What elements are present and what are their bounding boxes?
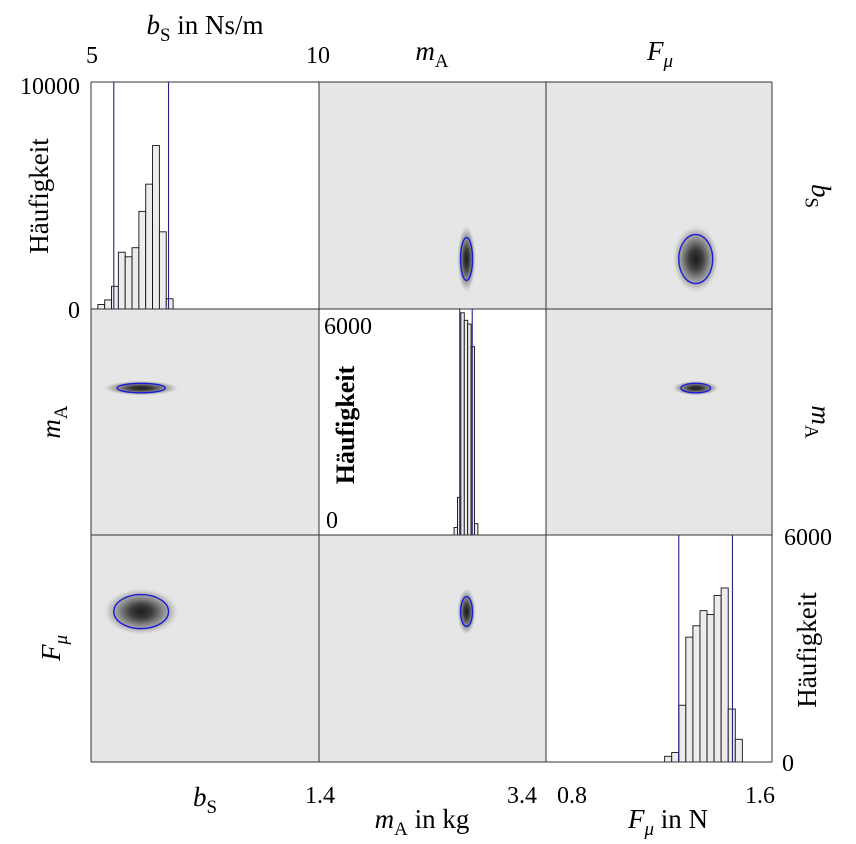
histogram-bar: [463, 319, 469, 536]
density-contour: [116, 382, 166, 394]
histogram-bar: [671, 752, 680, 763]
left-fmu-label: Fμ: [36, 635, 72, 662]
tick-h1-bottom: 0: [68, 298, 80, 324]
density-panel: [546, 309, 772, 535]
histogram-bar: [699, 610, 708, 763]
bottom-fmu-axis-label: Fμ in N: [627, 804, 708, 840]
density-blob: [456, 224, 477, 294]
histogram-bar: [158, 231, 167, 310]
histogram-panel: [546, 535, 772, 762]
density-contour: [678, 233, 714, 285]
histogram-bar: [664, 755, 673, 763]
histogram-bar: [706, 614, 715, 763]
histogram-bar: [131, 247, 140, 310]
density-blob: [671, 380, 720, 396]
tick-h2-bottom: 0: [326, 508, 338, 534]
histogram-bar: [720, 587, 729, 763]
top-fmu-label: Fμ: [646, 36, 673, 72]
density-blob: [102, 380, 180, 396]
histogram-bar: [111, 285, 119, 310]
histogram-bar: [104, 299, 112, 310]
density-contour: [459, 236, 474, 282]
density-panel: [91, 535, 319, 762]
panel-grid: [91, 82, 772, 762]
density-panel: [319, 82, 546, 309]
left-freq-label: Häufigkeit: [24, 138, 54, 254]
histogram-bar: [727, 708, 736, 763]
tick-h3-bottom: 0: [782, 751, 794, 777]
histogram-bar: [734, 738, 743, 763]
left-ma-label: mA: [36, 405, 72, 439]
histogram-bar: [470, 346, 475, 536]
histogram-bar: [97, 304, 106, 310]
histogram-bar: [692, 625, 701, 763]
density-panel: [319, 535, 546, 762]
histogram-bar: [713, 595, 722, 763]
bottom-bs-label: bS: [193, 782, 217, 818]
histogram-bar: [685, 636, 694, 763]
density-panel: [91, 309, 319, 535]
tick-ma-max: 3.4: [507, 783, 537, 809]
tick-fmu-min: 0.8: [557, 783, 587, 809]
histogram-bar: [467, 323, 472, 536]
density-blob: [456, 587, 477, 636]
tick-ma-min: 1.4: [305, 783, 335, 809]
right-bs-label: bS: [800, 184, 836, 208]
histogram-bar: [165, 298, 174, 310]
histogram-bar: [474, 523, 479, 536]
histogram-bar: [117, 251, 126, 310]
histogram-bar: [138, 210, 147, 310]
histogram-bar: [678, 704, 687, 763]
histogram-bar: [152, 145, 160, 310]
density-contour: [680, 382, 712, 394]
tick-bs-max-top: 10: [306, 43, 330, 69]
histogram-bar: [124, 256, 133, 310]
right-ma-label: mA: [800, 405, 836, 439]
tick-h1-top: 10000: [20, 74, 80, 100]
bottom-ma-axis-label: mA in kg: [375, 804, 470, 840]
top-ma-label: mA: [415, 36, 449, 72]
tick-fmu-max: 1.6: [745, 783, 775, 809]
histogram-bar: [145, 183, 154, 310]
density-panel: [546, 82, 772, 309]
density-contour: [459, 596, 474, 628]
histogram-bar: [453, 527, 458, 536]
density-contour: [113, 593, 170, 630]
right-freq-label: Häufigkeit: [792, 592, 822, 708]
histogram-bar: [457, 496, 462, 536]
tick-h3-top: 6000: [784, 525, 832, 551]
histogram-bar: [460, 312, 465, 536]
top-bs-axis-label: bS in Ns/m: [146, 10, 263, 46]
mid-freq-label: Häufigkeit: [331, 365, 360, 484]
tick-bs-min-top: 5: [86, 43, 98, 69]
density-layer: [102, 224, 720, 636]
tick-h2-top: 6000: [324, 314, 372, 340]
histogram-panel: [319, 309, 546, 535]
